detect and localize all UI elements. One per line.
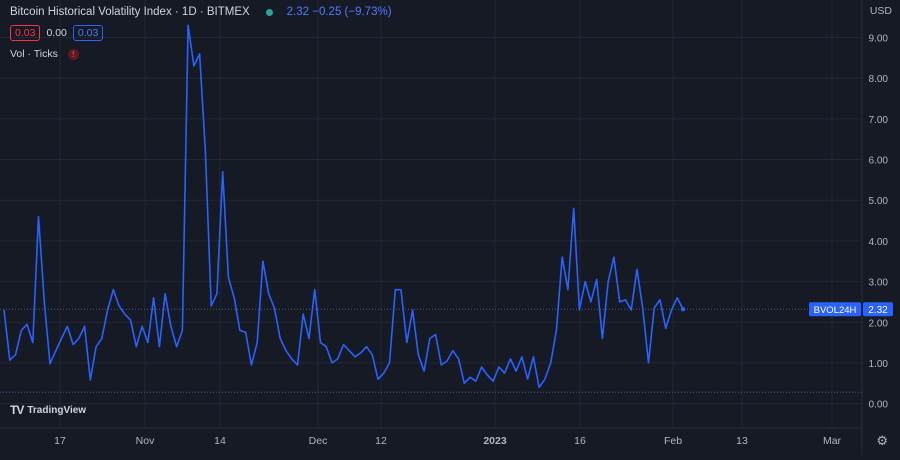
x-tick-label-0: 17 bbox=[54, 435, 66, 447]
y-tick-label-0: 0.00 bbox=[869, 400, 889, 411]
price-tag-value-bg bbox=[863, 302, 893, 317]
x-tick-label-6: 16 bbox=[574, 435, 586, 447]
y-tick-label-1: 1.00 bbox=[869, 359, 889, 370]
volume-legend: Vol · Ticks ! bbox=[10, 48, 79, 60]
x-tick-label-5: 2023 bbox=[483, 435, 507, 447]
indicator-value-red[interactable]: 0.03 bbox=[10, 25, 41, 41]
settings-gear-icon[interactable]: ⚙ bbox=[876, 433, 888, 448]
indicator-values-row: 0.03 0.00 0.03 bbox=[10, 25, 104, 41]
series-last-point bbox=[680, 307, 686, 312]
x-tick-label-2: 14 bbox=[214, 435, 226, 447]
x-axis: 17 Nov 14 Dec 12 2023 16 Feb 13 Mar bbox=[0, 0, 863, 455]
y-tick-label-3: 3.00 bbox=[869, 278, 889, 289]
chart-header: Bitcoin Historical Volatility Index · 1D… bbox=[10, 6, 392, 18]
tradingview-logo-text: TradingView bbox=[27, 404, 87, 416]
y-tick-label-7: 7.00 bbox=[869, 115, 889, 126]
indicator-value-blue[interactable]: 0.03 bbox=[72, 25, 104, 41]
y-tick-label-5: 5.00 bbox=[869, 196, 889, 207]
indicator-value-plain: 0.00 bbox=[46, 27, 67, 39]
y-tick-label-6: 6.00 bbox=[869, 156, 889, 167]
price-tag: BVOL24H 2.32 bbox=[809, 302, 893, 317]
x-tick-label-4: 12 bbox=[375, 435, 387, 447]
x-tick-label-3: Dec bbox=[309, 435, 328, 447]
tradingview-logo-icon: TV bbox=[10, 403, 24, 417]
x-tick-label-8: 13 bbox=[736, 435, 748, 447]
price-tag-value: 2.32 bbox=[868, 305, 888, 316]
y-tick-label-9: 9.00 bbox=[869, 34, 889, 45]
volume-label[interactable]: Vol · Ticks bbox=[10, 48, 58, 60]
header-values: 2.32 −0.25 (−9.73%) bbox=[286, 6, 392, 18]
series-layer bbox=[3, 24, 686, 389]
y-tick-label-4: 4.00 bbox=[869, 237, 889, 248]
market-status-icon bbox=[265, 8, 273, 16]
x-tick-label-9: Mar bbox=[823, 435, 842, 447]
price-tag-label-bg bbox=[809, 302, 861, 317]
price-tag-label: BVOL24H bbox=[814, 305, 857, 316]
tradingview-logo[interactable]: TV TradingView bbox=[10, 403, 86, 417]
series-line-bvol24h bbox=[3, 24, 684, 389]
x-tick-label-7: Feb bbox=[664, 435, 682, 447]
y-tick-label-2: 2.00 bbox=[869, 318, 889, 329]
warning-icon[interactable]: ! bbox=[67, 48, 79, 60]
chart-title[interactable]: Bitcoin Historical Volatility Index · 1D… bbox=[10, 6, 250, 18]
y-tick-label-8: 8.00 bbox=[869, 74, 889, 85]
y-axis: 0.00 1.00 2.00 3.00 4.00 5.00 6.00 7.00 8.00 9.00 bbox=[869, 34, 889, 411]
currency-label[interactable]: USD bbox=[869, 5, 892, 17]
x-tick-label-1: Nov bbox=[136, 435, 155, 447]
